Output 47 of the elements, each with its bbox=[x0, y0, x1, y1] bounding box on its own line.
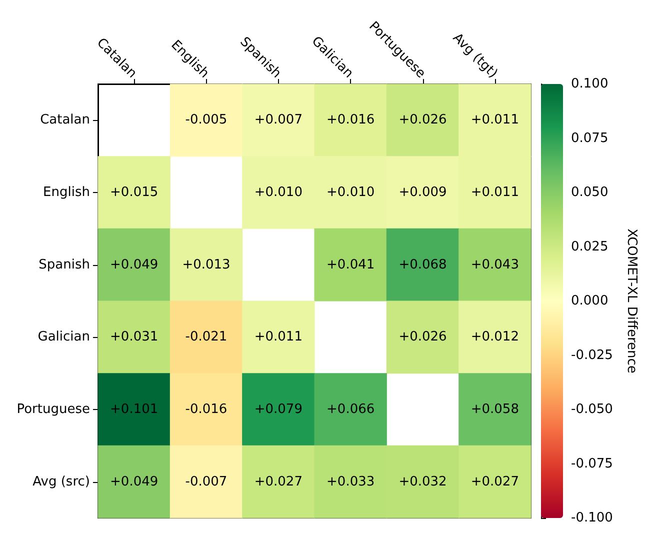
data-label: +0.010 bbox=[254, 185, 302, 200]
data-label: +0.010 bbox=[326, 185, 375, 200]
y-tick-label: Catalan bbox=[40, 112, 90, 128]
data-label: +0.033 bbox=[326, 474, 375, 490]
data-label: +0.016 bbox=[326, 112, 375, 128]
data-label: +0.011 bbox=[470, 112, 519, 128]
data-label: +0.011 bbox=[470, 185, 519, 200]
data-label: +0.011 bbox=[254, 330, 302, 345]
data-label: +0.049 bbox=[110, 474, 158, 490]
data-label: +0.058 bbox=[470, 402, 519, 417]
y-tick-label: Spanish bbox=[38, 257, 90, 272]
color-bar-title: XCOMET-XL Difference bbox=[624, 228, 639, 374]
data-label: +0.013 bbox=[182, 257, 230, 272]
data-label: +0.031 bbox=[110, 330, 158, 345]
color-bar-label: -0.025 bbox=[571, 348, 613, 363]
color-bar-label: 0.100 bbox=[571, 76, 608, 92]
color-bar-label: 0.050 bbox=[571, 185, 608, 200]
data-label: +0.068 bbox=[398, 257, 447, 272]
data-label: +0.026 bbox=[398, 112, 447, 128]
color-bar-label: -0.075 bbox=[571, 456, 613, 472]
data-label: +0.015 bbox=[110, 185, 158, 200]
data-label: +0.027 bbox=[470, 474, 519, 490]
data-label: +0.101 bbox=[110, 402, 158, 417]
data-label: -0.005 bbox=[185, 112, 228, 128]
data-label: +0.079 bbox=[254, 402, 302, 417]
data-label: +0.007 bbox=[254, 112, 302, 128]
y-tick-label: Portuguese bbox=[16, 402, 90, 417]
data-label: +0.032 bbox=[398, 474, 447, 490]
data-label: +0.043 bbox=[470, 257, 519, 272]
data-label: -0.007 bbox=[185, 474, 228, 490]
y-tick-label: Galician bbox=[38, 330, 90, 345]
data-label: +0.066 bbox=[326, 402, 375, 417]
data-label: -0.021 bbox=[185, 330, 228, 345]
color-bar-label: -0.050 bbox=[571, 402, 613, 417]
data-label: +0.012 bbox=[470, 330, 519, 345]
y-tick-label: Avg (src) bbox=[32, 474, 90, 490]
data-label: +0.049 bbox=[110, 257, 158, 272]
data-label: +0.026 bbox=[398, 330, 447, 345]
color-bar-label: -0.100 bbox=[571, 510, 613, 526]
color-bar-label: 0.075 bbox=[571, 130, 608, 146]
data-label: +0.009 bbox=[398, 185, 447, 200]
data-label: -0.016 bbox=[185, 402, 228, 417]
y-tick-label: English bbox=[43, 185, 90, 200]
color-bar-label: 0.025 bbox=[571, 239, 608, 254]
color-bar-label: 0.000 bbox=[571, 294, 608, 308]
data-label: +0.041 bbox=[326, 257, 375, 272]
data-label: +0.027 bbox=[254, 474, 302, 490]
